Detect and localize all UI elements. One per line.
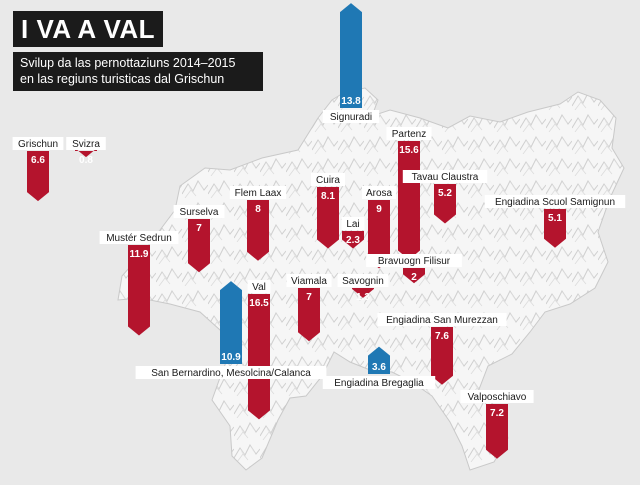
region-label: Mustér Sedrun xyxy=(106,233,172,244)
region-label: Val xyxy=(252,282,266,293)
region-label-bg xyxy=(402,170,488,183)
subtitle-line-1: Svilup da las pernottaziuns 2014–2015 xyxy=(20,56,236,70)
region-label-bg xyxy=(337,274,389,287)
region-label: Tavau Claustra xyxy=(412,172,479,183)
region-label-bg xyxy=(286,274,332,287)
region-label-bg xyxy=(135,366,327,379)
region-label: Engiadina Scuol Samignun xyxy=(495,197,615,208)
region-label: Partenz xyxy=(392,129,426,140)
region-label-bg xyxy=(386,127,432,140)
bar-grischun xyxy=(27,151,49,202)
bar-engiadina-scuol-samignun xyxy=(544,209,566,248)
value-label: 5.2 xyxy=(438,188,452,199)
chart-subtitle: Svilup da las pernottaziuns 2014–2015 en… xyxy=(13,52,263,91)
region-label: Signuradi xyxy=(330,112,372,123)
bar-valposchiavo xyxy=(486,404,508,459)
bar-val xyxy=(248,294,270,420)
value-label: 7.6 xyxy=(435,331,449,342)
bar-flem-laax xyxy=(247,200,269,261)
value-label: 8 xyxy=(255,204,261,215)
value-label: 11.9 xyxy=(130,249,149,260)
subtitle-line-2: en las regiuns turisticas dal Grischun xyxy=(20,72,225,86)
value-label: 7 xyxy=(306,292,312,303)
value-label: 1.3 xyxy=(356,292,370,303)
bar-viamala xyxy=(298,288,320,342)
region-label: Svizra xyxy=(72,139,100,150)
region-label: Savognin xyxy=(342,276,384,287)
region-label-bg xyxy=(484,195,626,208)
region-label: Cuira xyxy=(316,175,340,186)
region-label: Lai xyxy=(346,219,359,230)
value-label: 3.6 xyxy=(372,362,386,373)
region-label: San Bernardino, Mesolcina/Calanca xyxy=(151,368,311,379)
region-label-bg xyxy=(322,376,436,389)
chart-title: I VA A VAL xyxy=(13,11,164,47)
value-label: 0.8 xyxy=(79,155,93,166)
region-label-bg xyxy=(173,205,225,218)
region-label-bg xyxy=(66,137,106,150)
value-label: 5.1 xyxy=(548,213,562,224)
bar-svizra xyxy=(75,148,97,158)
bar-signuradi xyxy=(340,3,362,108)
region-label: Flem Laax xyxy=(235,188,282,199)
value-label: 7 xyxy=(196,223,202,234)
region-label: Bravuogn Filisur xyxy=(378,256,451,267)
bar-savognin xyxy=(352,288,374,298)
region-label: Surselva xyxy=(180,207,219,218)
value-label: 16.5 xyxy=(249,298,269,309)
bar-bravuogn-filisur xyxy=(403,268,425,284)
region-label-bg xyxy=(377,313,507,326)
region-label: Viamala xyxy=(291,276,327,287)
region-label-bg xyxy=(247,280,271,293)
region-label-bg xyxy=(311,173,345,186)
region-label: Engiadina Bregaglia xyxy=(334,378,424,389)
bar-san-bernardino-mesolcina-calanca xyxy=(220,281,242,364)
region-label-bg xyxy=(229,186,287,199)
region-label-bg xyxy=(322,110,380,123)
region-label-bg xyxy=(362,186,396,199)
region-label: Grischun xyxy=(18,139,58,150)
value-label: 7.2 xyxy=(490,408,504,419)
bar-cuira xyxy=(317,187,339,249)
region-label: Arosa xyxy=(366,188,393,199)
region-label-bg xyxy=(12,137,64,150)
bar-must-r-sedrun xyxy=(128,245,150,336)
bar-lai xyxy=(342,231,364,249)
bar-engiadina-bregaglia xyxy=(368,346,390,374)
value-label: 15.6 xyxy=(399,145,419,156)
value-label: 6.6 xyxy=(31,155,45,166)
value-label: 10.9 xyxy=(221,352,241,363)
region-label-bg xyxy=(99,231,179,244)
bar-tavau-claustra xyxy=(434,184,456,224)
region-label-bg xyxy=(460,390,534,403)
region-label: Valposchiavo xyxy=(468,392,527,403)
region-label-bg xyxy=(366,254,462,267)
value-label: 8.1 xyxy=(321,191,335,202)
bar-partenz xyxy=(398,141,420,260)
value-label: 13.8 xyxy=(341,96,361,107)
bar-surselva xyxy=(188,219,210,273)
value-label: 2.3 xyxy=(346,235,360,246)
value-label: 2 xyxy=(411,272,417,283)
bar-arosa xyxy=(368,200,390,269)
region-label: Engiadina San Murezzan xyxy=(386,315,498,326)
region-label-bg xyxy=(341,217,365,230)
value-label: 9 xyxy=(376,204,382,215)
bar-engiadina-san-murezzan xyxy=(431,327,453,385)
